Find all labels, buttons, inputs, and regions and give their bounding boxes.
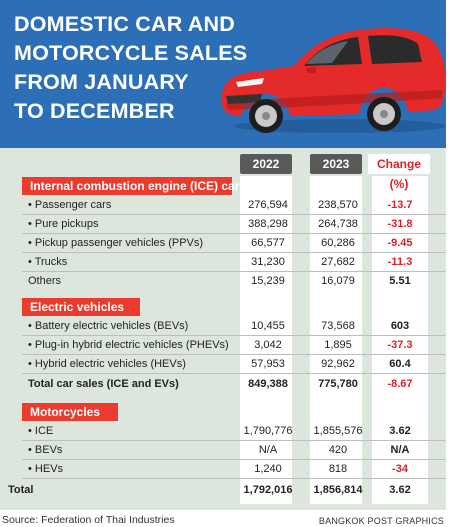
- value-change: 3.62: [389, 484, 411, 496]
- table-row: • BEVs N/A 420 N/A: [22, 441, 446, 460]
- row-label: • Pure pickups: [28, 218, 99, 230]
- title-line: FROM JANUARY: [14, 70, 189, 94]
- row-label: • Battery electric vehicles (BEVs): [28, 320, 189, 332]
- column-header-2023: 2023: [310, 154, 362, 174]
- value-change: -13.7: [387, 199, 413, 211]
- value-2023: 1,895: [324, 339, 352, 351]
- section-header-ice-cars: Internal combustion engine (ICE) cars: [22, 177, 246, 195]
- value-change: 603: [390, 320, 410, 332]
- value-change: 60.4: [389, 358, 411, 370]
- table-row: • ICE 1,790,776 1,855,576 3.62: [22, 422, 446, 441]
- value-2022: 66,577: [251, 237, 285, 249]
- value-2023: 92,962: [321, 358, 355, 370]
- sales-table: [0, 148, 446, 510]
- value-2022: 388,298: [248, 218, 288, 230]
- value-change: -11.3: [387, 256, 413, 268]
- value-2023: 1,855,576: [313, 425, 363, 437]
- value-2023: 16,079: [321, 275, 355, 287]
- title-line: DOMESTIC CAR AND: [14, 12, 235, 36]
- column-header-2022: 2022: [240, 154, 292, 174]
- column-strip: [372, 176, 428, 504]
- credit-note: BANGKOK POST GRAPHICS: [318, 516, 444, 526]
- value-2022: 1,240: [254, 463, 282, 475]
- value-2022: 1,790,776: [243, 425, 293, 437]
- value-change: 5.51: [389, 275, 411, 287]
- row-label: Others: [28, 275, 62, 287]
- column-strip: [310, 176, 362, 504]
- red-car-illustration: [221, 28, 446, 133]
- row-label: • ICE: [28, 425, 54, 437]
- value-change: 3.62: [389, 425, 411, 437]
- row-label: • BEVs: [28, 444, 63, 456]
- value-change: -37.3: [387, 339, 413, 351]
- table-row: • Passenger cars 276,594 238,570 -13.7: [22, 196, 446, 215]
- table-row: • Trucks 31,230 27,682 -11.3: [22, 253, 446, 272]
- column-header-change: Change (%): [368, 154, 430, 191]
- column-strip: [240, 176, 292, 504]
- value-2022: 849,388: [248, 378, 288, 390]
- value-2023: 238,570: [318, 199, 358, 211]
- value-2022: N/A: [258, 444, 278, 456]
- value-2022: 15,239: [251, 275, 285, 287]
- value-2023: 818: [328, 463, 348, 475]
- value-change: -8.67: [387, 378, 413, 390]
- value-2022: 31,230: [251, 256, 285, 268]
- value-2022: 276,594: [248, 199, 288, 211]
- total-row: Total 1,792,016 1,856,814 3.62: [2, 481, 446, 500]
- value-2022: 1,792,016: [243, 484, 293, 496]
- table-row: • Pure pickups 388,298 264,738 -31.8: [22, 215, 446, 234]
- row-label: Total car sales (ICE and EVs): [28, 378, 179, 390]
- value-2023: 420: [328, 444, 348, 456]
- section-header-electric-vehicles: Electric vehicles: [22, 298, 140, 316]
- table-row: • Battery electric vehicles (BEVs) 10,45…: [22, 317, 446, 336]
- value-2022: 3,042: [254, 339, 282, 351]
- table-row: • HEVs 1,240 818 -34: [22, 460, 446, 479]
- section-header-motorcycles: Motorcycles: [22, 403, 118, 421]
- table-row: • Pickup passenger vehicles (PPVs) 66,57…: [22, 234, 446, 253]
- value-change: -34: [392, 463, 408, 475]
- value-2023: 1,856,814: [313, 484, 363, 496]
- row-label: • HEVs: [28, 463, 64, 475]
- row-label: • Hybrid electric vehicles (HEVs): [28, 358, 186, 370]
- row-label: • Pickup passenger vehicles (PPVs): [28, 237, 204, 249]
- row-label: • Trucks: [28, 256, 68, 268]
- value-2023: 264,738: [318, 218, 358, 230]
- row-label: • Plug-in hybrid electric vehicles (PHEV…: [28, 339, 229, 351]
- value-change: N/A: [390, 444, 410, 456]
- source-note: Source: Federation of Thai Industries: [2, 514, 175, 526]
- title-line: MOTORCYCLE SALES: [14, 41, 248, 65]
- value-2023: 60,286: [321, 237, 355, 249]
- title-line: TO DECEMBER: [14, 99, 175, 123]
- value-2023: 27,682: [321, 256, 355, 268]
- value-change: -31.8: [387, 218, 413, 230]
- table-row: • Plug-in hybrid electric vehicles (PHEV…: [22, 336, 446, 355]
- value-2022: 57,953: [251, 358, 285, 370]
- header-banner: DOMESTIC CAR AND MOTORCYCLE SALES FROM J…: [0, 0, 446, 148]
- row-label: • Passenger cars: [28, 199, 112, 211]
- row-label: Total: [8, 484, 34, 496]
- value-2023: 73,568: [321, 320, 355, 332]
- table-row: Others 15,239 16,079 5.51: [22, 272, 446, 291]
- total-row: Total car sales (ICE and EVs) 849,388 77…: [22, 375, 446, 394]
- page-title: DOMESTIC CAR AND MOTORCYCLE SALES FROM J…: [14, 10, 264, 126]
- value-change: -9.45: [387, 237, 413, 249]
- value-2022: 10,455: [251, 320, 285, 332]
- value-2023: 775,780: [318, 378, 358, 390]
- table-row: • Hybrid electric vehicles (HEVs) 57,953…: [22, 355, 446, 374]
